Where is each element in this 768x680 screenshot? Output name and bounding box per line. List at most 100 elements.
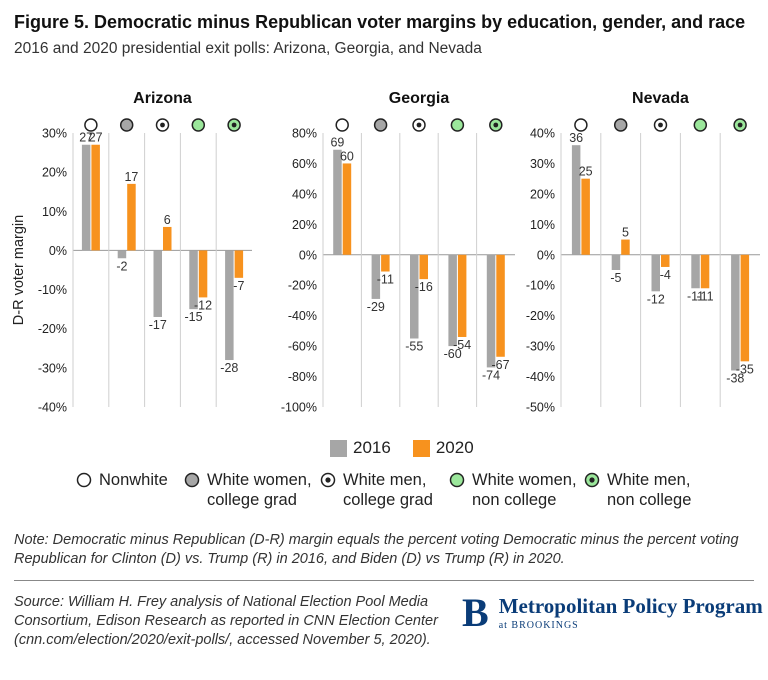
bar-2016 [571, 145, 581, 255]
data-label: 25 [579, 165, 593, 179]
data-label: -67 [492, 358, 510, 372]
y-tick-label: -40% [526, 370, 555, 384]
data-label: -54 [453, 338, 471, 352]
page-subtitle: 2016 and 2020 presidential exit polls: A… [14, 40, 482, 57]
bar-2020 [381, 254, 390, 272]
y-tick-label: 40% [292, 187, 317, 201]
category-icon [191, 118, 206, 132]
y-tick-label: -40% [38, 401, 67, 415]
y-tick-label: 20% [292, 218, 317, 232]
y-tick-label: 40% [530, 127, 555, 141]
data-label: -11 [687, 289, 704, 303]
legend-white-men-noncollege: White men, non college [584, 470, 691, 510]
data-label: -12 [647, 292, 665, 306]
data-label: -16 [415, 280, 433, 294]
data-label: -11 [696, 289, 713, 303]
data-label: 17 [124, 170, 138, 184]
page-title: Figure 5. Democratic minus Republican vo… [14, 12, 746, 32]
bar-2020 [496, 254, 505, 357]
legend-white-women-college-line2: college grad [207, 491, 297, 509]
bar-2016 [81, 144, 91, 251]
legend-2016-label: 2016 [353, 438, 391, 457]
bar-2020 [91, 144, 100, 251]
data-label: -11 [377, 273, 394, 287]
bar-2016 [651, 254, 660, 292]
y-tick-label: -30% [38, 361, 67, 375]
green-circle-icon [449, 472, 465, 488]
category-icon [335, 118, 349, 132]
data-label: -35 [736, 362, 754, 376]
data-label: 60 [340, 149, 354, 163]
legend-white-women-college: White women, college grad [184, 470, 312, 510]
legend-2020-label: 2020 [435, 438, 474, 457]
bar-2020 [700, 254, 710, 289]
bar-2020 [342, 163, 352, 255]
bar-2016 [333, 149, 342, 255]
data-label: -29 [367, 300, 385, 314]
category-icon-dot [416, 122, 422, 128]
y-tick-label: 60% [292, 157, 317, 171]
open-circle-icon [76, 472, 92, 488]
y-tick-label: -100% [281, 401, 317, 415]
legend-white-men-noncollege-line2: non college [607, 491, 692, 509]
data-label: 5 [622, 226, 629, 240]
data-label: -17 [149, 318, 167, 332]
data-label: -55 [405, 340, 423, 354]
bar-2020 [457, 254, 467, 337]
swatch-2016 [330, 439, 347, 457]
bar-2020 [127, 183, 136, 251]
data-label: -74 [482, 368, 500, 382]
y-tick-label: 0% [537, 248, 555, 262]
y-tick-label: 20% [42, 166, 67, 180]
y-tick-label: 30% [42, 127, 67, 141]
panel-title-0: Arizona [133, 90, 192, 107]
category-icon [119, 118, 134, 132]
note-text: Note: Democratic minus Republican (D-R) … [14, 532, 739, 567]
data-label: -4 [660, 268, 671, 282]
legend-white-men-college-line1: White men, [343, 471, 427, 489]
bar-2016 [691, 254, 700, 289]
brookings-logo: B Metropolitan Policy Program at BROOKIN… [462, 590, 763, 635]
legend-white-women-noncollege: White women, non college [449, 470, 577, 510]
panel-title-2: Nevada [632, 90, 689, 107]
y-tick-label: 20% [530, 187, 555, 201]
green-dotted-circle-icon [584, 472, 600, 488]
data-label: -5 [610, 271, 621, 285]
y-tick-label: -20% [38, 322, 67, 336]
bar-2016 [410, 254, 419, 339]
y-tick-label: -30% [526, 340, 555, 354]
data-label: -38 [726, 371, 744, 385]
panel-title-1: Georgia [389, 90, 450, 107]
legend-2016: 2016 [330, 438, 391, 458]
bar-2016 [611, 254, 621, 270]
y-tick-label: -10% [38, 283, 67, 297]
bar-2016 [117, 250, 127, 259]
y-tick-label: -20% [288, 279, 317, 293]
series-legend: 2016 2020 [330, 438, 474, 458]
legend-white-men-noncollege-line1: White men, [607, 471, 691, 489]
bar-2020 [621, 239, 630, 255]
bar-2020 [740, 254, 750, 362]
data-label: 6 [164, 213, 171, 227]
y-tick-label: 10% [530, 218, 555, 232]
data-label: -15 [185, 310, 203, 324]
bar-2020 [163, 226, 172, 251]
gray-circle-icon [184, 472, 200, 488]
category-icon-dot [658, 122, 663, 128]
legend-white-men-college-line2: college grad [343, 491, 433, 509]
category-icon [613, 118, 628, 132]
y-tick-label: 80% [292, 127, 317, 141]
legend-white-women-noncollege-line1: White women, [472, 471, 577, 489]
y-tick-label: 10% [42, 205, 67, 219]
bar-2016 [189, 250, 198, 310]
category-icon-dot [231, 122, 237, 128]
y-tick-label: 0% [299, 248, 317, 262]
category-icon [84, 118, 98, 132]
logo-sub: at BROOKINGS [498, 620, 579, 631]
bar-2016 [225, 250, 234, 361]
category-icon [693, 118, 708, 132]
data-label: 36 [569, 131, 583, 145]
logo-mark: B [462, 590, 489, 635]
dotted-circle-icon [320, 472, 336, 488]
legend-white-men-college: White men, college grad [320, 470, 433, 510]
